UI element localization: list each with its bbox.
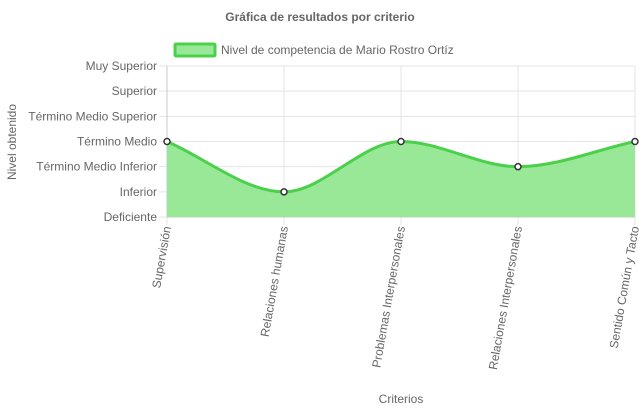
data-point[interactable] [631,137,639,146]
y-tick-label: Término Medio Inferior [36,160,157,174]
series-area [167,141,635,217]
series [166,139,636,217]
x-tick-label: Supervisión [149,225,174,289]
data-points [163,137,639,196]
y-tick-label: Deficiente [104,210,158,224]
x-axis-ticks: Supervisión Relaciones humanas Problemas I… [149,225,639,371]
y-axis-title: Nivel obtenido [5,104,19,180]
data-point[interactable] [514,162,522,171]
legend[interactable]: Nivel de competencia de Mario Rostro Ort… [173,42,454,58]
data-point[interactable] [163,137,171,146]
data-point[interactable] [397,137,405,146]
y-axis-ticks: Deficiente Inferior Término Medio Inferior… [28,59,157,224]
legend-swatch [173,42,217,58]
y-tick-label: Muy Superior [86,59,157,73]
x-axis-title: Criterios [379,392,424,406]
y-tick-label: Superior [112,84,157,98]
y-tick-label: Término Medio [77,135,157,149]
chart-title: Gráfica de resultados por criterio [225,10,414,24]
x-tick-label: Problemas Interpersonales [369,225,408,369]
x-tick-label: Relaciones humanas [258,225,291,338]
x-tick-label: Sentido Común y Tacto [607,225,639,350]
x-tick-label: Relaciones Interpersonales [486,225,525,371]
data-point[interactable] [280,188,288,196]
y-tick-label: Término Medio Superior [28,109,157,123]
y-tick-label: Inferior [120,185,157,199]
legend-label: Nivel de competencia de Mario Rostro Ort… [221,43,454,57]
